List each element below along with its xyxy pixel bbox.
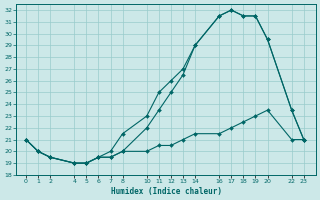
X-axis label: Humidex (Indice chaleur): Humidex (Indice chaleur) — [111, 187, 221, 196]
